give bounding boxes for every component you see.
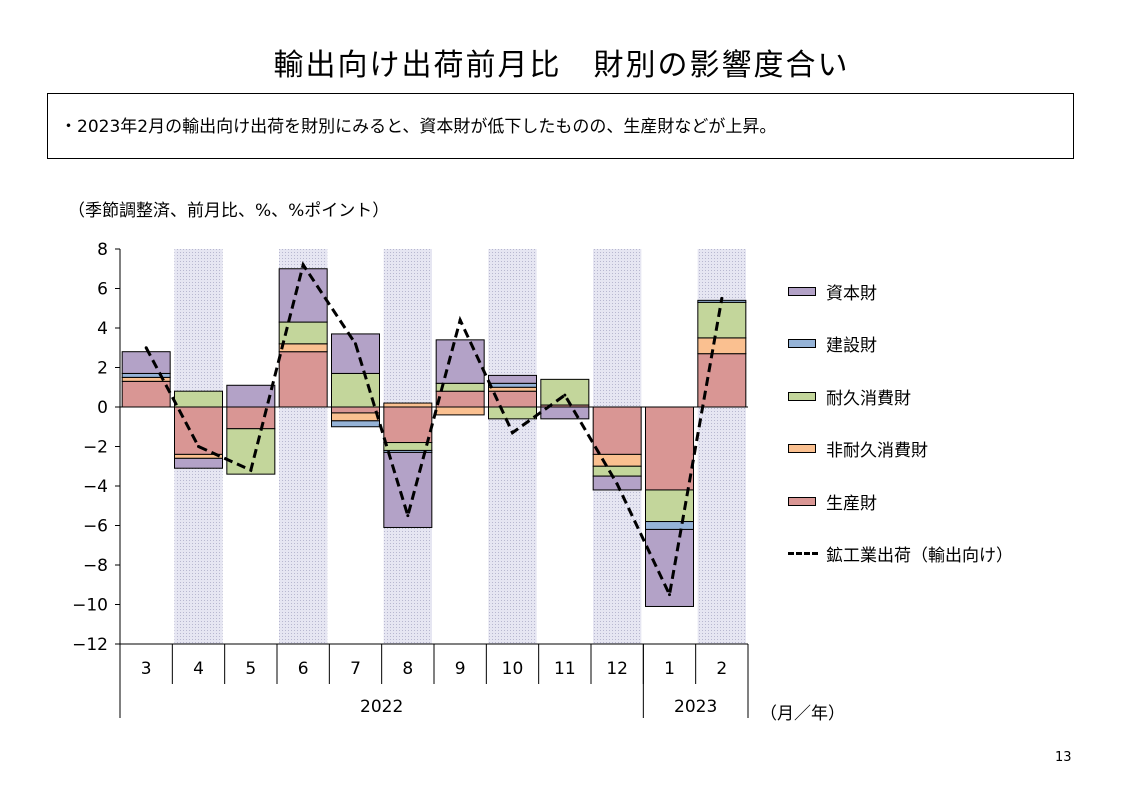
unit-note: （季節調整済、前月比、%、%ポイント） xyxy=(68,201,390,221)
bar-durable-10 xyxy=(488,406,537,420)
y-tick-label: −12 xyxy=(72,635,108,655)
bar-construction-10 xyxy=(488,382,537,388)
shipments-point-4 xyxy=(197,445,200,448)
legend-item-production: 生産財 xyxy=(788,488,1013,514)
legend-swatch-durable xyxy=(788,391,816,401)
bar-capital-6 xyxy=(278,268,328,323)
x-tick-label: 12 xyxy=(606,659,628,679)
shipments-point-12 xyxy=(615,482,619,486)
legend-line-shipments xyxy=(788,552,818,555)
shipments-line xyxy=(144,261,724,600)
legend-label-construction: 建設財 xyxy=(826,336,877,356)
axis-layer xyxy=(115,248,749,718)
bar-capital-10 xyxy=(488,374,537,384)
shipments-point-5 xyxy=(249,468,253,472)
y-tick-label: −6 xyxy=(83,517,108,537)
shipments-point-10 xyxy=(511,431,514,435)
bar-production-9 xyxy=(435,390,485,408)
y-tick-label: 2 xyxy=(97,359,108,379)
page-title: 輸出向け出荷前月比 財別の影響度合い xyxy=(273,48,850,83)
x-tick-label: 11 xyxy=(554,659,576,679)
bar-nondurable-7 xyxy=(331,412,380,422)
bar-capital-3 xyxy=(121,351,171,374)
x-tick-label: 10 xyxy=(502,659,524,679)
bar-nondurable-9 xyxy=(435,406,485,416)
page-number: 13 xyxy=(1055,750,1072,765)
legend-item-nondurable: 非耐久消費財 xyxy=(788,436,1013,462)
y-tick-label: −8 xyxy=(83,556,108,576)
bar-nondurable-10 xyxy=(488,386,537,392)
year-label: 2023 xyxy=(674,697,717,717)
legend-label-shipments: 鉱工業出荷（輸出向け） xyxy=(826,546,1013,566)
shipments-point-3 xyxy=(144,346,148,350)
x-tick-label: 6 xyxy=(298,659,309,679)
legend-item-capital: 資本財 xyxy=(788,278,1013,304)
shipments-point-1 xyxy=(668,593,671,597)
legend: 資本財 建設財 耐久消費財 非耐久消費財 生産財 鉱工業出荷（輸出向け） xyxy=(788,278,1013,593)
x-tick-label: 7 xyxy=(350,659,361,679)
y-tick-label: 4 xyxy=(97,319,108,339)
line-layer xyxy=(144,261,724,600)
legend-label-capital: 資本財 xyxy=(826,283,877,304)
shipments-point-8 xyxy=(406,514,410,518)
bar-nondurable-8 xyxy=(383,402,433,408)
shipments-point-11 xyxy=(563,393,567,397)
bar-construction-1 xyxy=(645,521,694,530)
x-axis-unit: （月／年） xyxy=(760,704,845,724)
legend-item-shipments-line: 鉱工業出荷（輸出向け） xyxy=(788,541,1013,567)
y-tick-label: 8 xyxy=(97,240,108,260)
shipments-point-2 xyxy=(720,296,724,300)
bar-capital-9 xyxy=(435,339,485,384)
bar-production-8 xyxy=(383,406,433,444)
bar-nondurable-12 xyxy=(592,453,642,467)
bar-production-3 xyxy=(121,380,171,408)
x-tick-label: 1 xyxy=(664,659,675,679)
bar-construction-7 xyxy=(331,420,380,428)
bar-durable-8 xyxy=(383,442,433,451)
legend-label-nondurable: 非耐久消費財 xyxy=(826,441,928,461)
legend-swatch-capital xyxy=(788,286,816,296)
shipments-point-7 xyxy=(354,342,357,346)
bar-durable-2 xyxy=(697,301,747,339)
x-tick-label: 9 xyxy=(455,659,466,679)
x-tick-label: 5 xyxy=(245,659,256,679)
legend-item-construction: 建設財 xyxy=(788,331,1013,357)
year-label: 2022 xyxy=(360,697,403,717)
x-tick-label: 2 xyxy=(716,659,727,679)
y-tick-label: −4 xyxy=(83,477,108,497)
bar-nondurable-6 xyxy=(278,343,328,353)
bar-durable-12 xyxy=(592,465,642,477)
bar-capital-5 xyxy=(226,384,276,408)
bar-capital-7 xyxy=(331,333,380,374)
shipments-point-9 xyxy=(458,318,462,322)
bar-production-6 xyxy=(278,351,328,408)
legend-swatch-production xyxy=(788,496,816,506)
bar-capital-4 xyxy=(174,457,223,469)
bar-durable-4 xyxy=(174,390,223,408)
bar-production-7 xyxy=(331,406,380,414)
shipments-point-6 xyxy=(301,263,305,267)
y-tick-label: −10 xyxy=(72,596,108,616)
x-tick-label: 4 xyxy=(193,659,204,679)
summary-box: ・2023年2月の輸出向け出荷を財別にみると、資本財が低下したものの、生産財など… xyxy=(47,93,1074,159)
shaded-column-10 xyxy=(488,249,537,644)
bar-nondurable-2 xyxy=(697,337,747,355)
summary-text: ・2023年2月の輸出向け出荷を財別にみると、資本財が低下したものの、生産財など… xyxy=(60,117,777,137)
legend-label-durable: 耐久消費財 xyxy=(826,388,911,409)
x-tick-label: 3 xyxy=(141,659,152,679)
bar-production-12 xyxy=(592,406,642,455)
legend-swatch-nondurable xyxy=(788,444,816,453)
bar-layer xyxy=(121,268,747,607)
y-tick-label: 6 xyxy=(97,280,108,300)
y-tick-label: 0 xyxy=(97,398,108,418)
legend-item-durable: 耐久消費財 xyxy=(788,383,1013,409)
bar-production-1 xyxy=(645,406,694,491)
legend-swatch-construction xyxy=(788,339,816,348)
x-tick-label: 8 xyxy=(402,659,413,679)
bar-durable-11 xyxy=(540,378,590,406)
legend-label-production: 生産財 xyxy=(826,493,877,514)
y-tick-label: −2 xyxy=(83,438,108,458)
